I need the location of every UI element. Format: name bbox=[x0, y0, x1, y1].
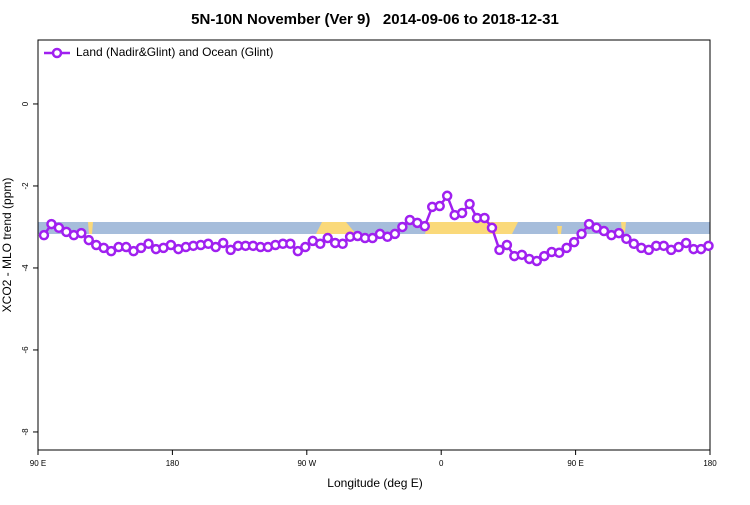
x-axis-label: Longitude (deg E) bbox=[327, 476, 422, 490]
data-point bbox=[628, 238, 640, 250]
data-point bbox=[367, 232, 378, 244]
x-tick-label: 180 bbox=[703, 459, 717, 468]
legend: Land (Nadir&Glint) and Ocean (Glint) bbox=[44, 45, 273, 59]
x-tick-label: 90 W bbox=[297, 459, 316, 468]
data-point bbox=[658, 240, 669, 252]
x-tick-label: 90 E bbox=[567, 459, 583, 468]
data-point bbox=[680, 237, 692, 249]
y-axis-label: XCO2 - MLO trend (ppm) bbox=[0, 178, 14, 313]
legend-label: Land (Nadir&Glint) and Ocean (Glint) bbox=[76, 45, 273, 59]
data-point bbox=[53, 222, 65, 234]
data-point bbox=[613, 227, 625, 239]
data-point bbox=[441, 190, 453, 202]
data-point bbox=[300, 241, 311, 253]
data-point bbox=[703, 240, 714, 252]
data-point bbox=[120, 241, 132, 253]
y-tick-label: -2 bbox=[21, 182, 30, 190]
data-point bbox=[135, 242, 147, 254]
data-point bbox=[531, 255, 543, 267]
data-point bbox=[143, 238, 154, 250]
data-point bbox=[456, 207, 468, 219]
data-point bbox=[673, 241, 684, 253]
data-point bbox=[419, 220, 431, 232]
data-point bbox=[501, 239, 513, 251]
data-point bbox=[314, 238, 326, 250]
x-tick-label: 180 bbox=[166, 459, 180, 468]
data-point bbox=[225, 244, 236, 256]
data-point bbox=[76, 227, 87, 239]
data-point bbox=[568, 236, 580, 248]
data-point bbox=[434, 200, 445, 212]
data-point bbox=[538, 250, 550, 262]
data-point bbox=[285, 238, 296, 250]
x-tick-label: 0 bbox=[439, 459, 444, 468]
data-point bbox=[486, 222, 498, 234]
data-point bbox=[561, 242, 572, 254]
chart-title: 5N-10N November (Ver 9) 2014-09-06 to 20… bbox=[191, 11, 559, 28]
y-tick-label: -6 bbox=[21, 346, 30, 354]
data-point bbox=[389, 228, 401, 240]
legend-marker bbox=[51, 47, 63, 59]
data-point bbox=[553, 247, 565, 259]
data-point bbox=[516, 249, 528, 261]
data-point bbox=[83, 234, 95, 246]
data-point bbox=[38, 229, 50, 241]
data-point bbox=[479, 212, 490, 224]
data-point bbox=[165, 239, 177, 251]
data-point bbox=[598, 225, 610, 237]
data-point bbox=[292, 245, 304, 257]
data-point bbox=[576, 228, 587, 240]
data-point bbox=[322, 232, 333, 244]
y-tick-label: 0 bbox=[21, 101, 30, 106]
data-point bbox=[210, 241, 221, 253]
data-point bbox=[464, 198, 475, 210]
data-point bbox=[105, 245, 117, 257]
y-tick-label: -8 bbox=[21, 428, 30, 436]
data-point bbox=[217, 237, 229, 249]
data-point bbox=[643, 244, 655, 256]
data-point bbox=[397, 221, 408, 233]
x-tick-label: 90 E bbox=[30, 459, 46, 468]
y-tick-label: -4 bbox=[21, 264, 30, 272]
data-point bbox=[621, 233, 632, 245]
land-ocean-band bbox=[38, 222, 710, 234]
data-point bbox=[494, 244, 505, 256]
data-point bbox=[337, 238, 348, 250]
